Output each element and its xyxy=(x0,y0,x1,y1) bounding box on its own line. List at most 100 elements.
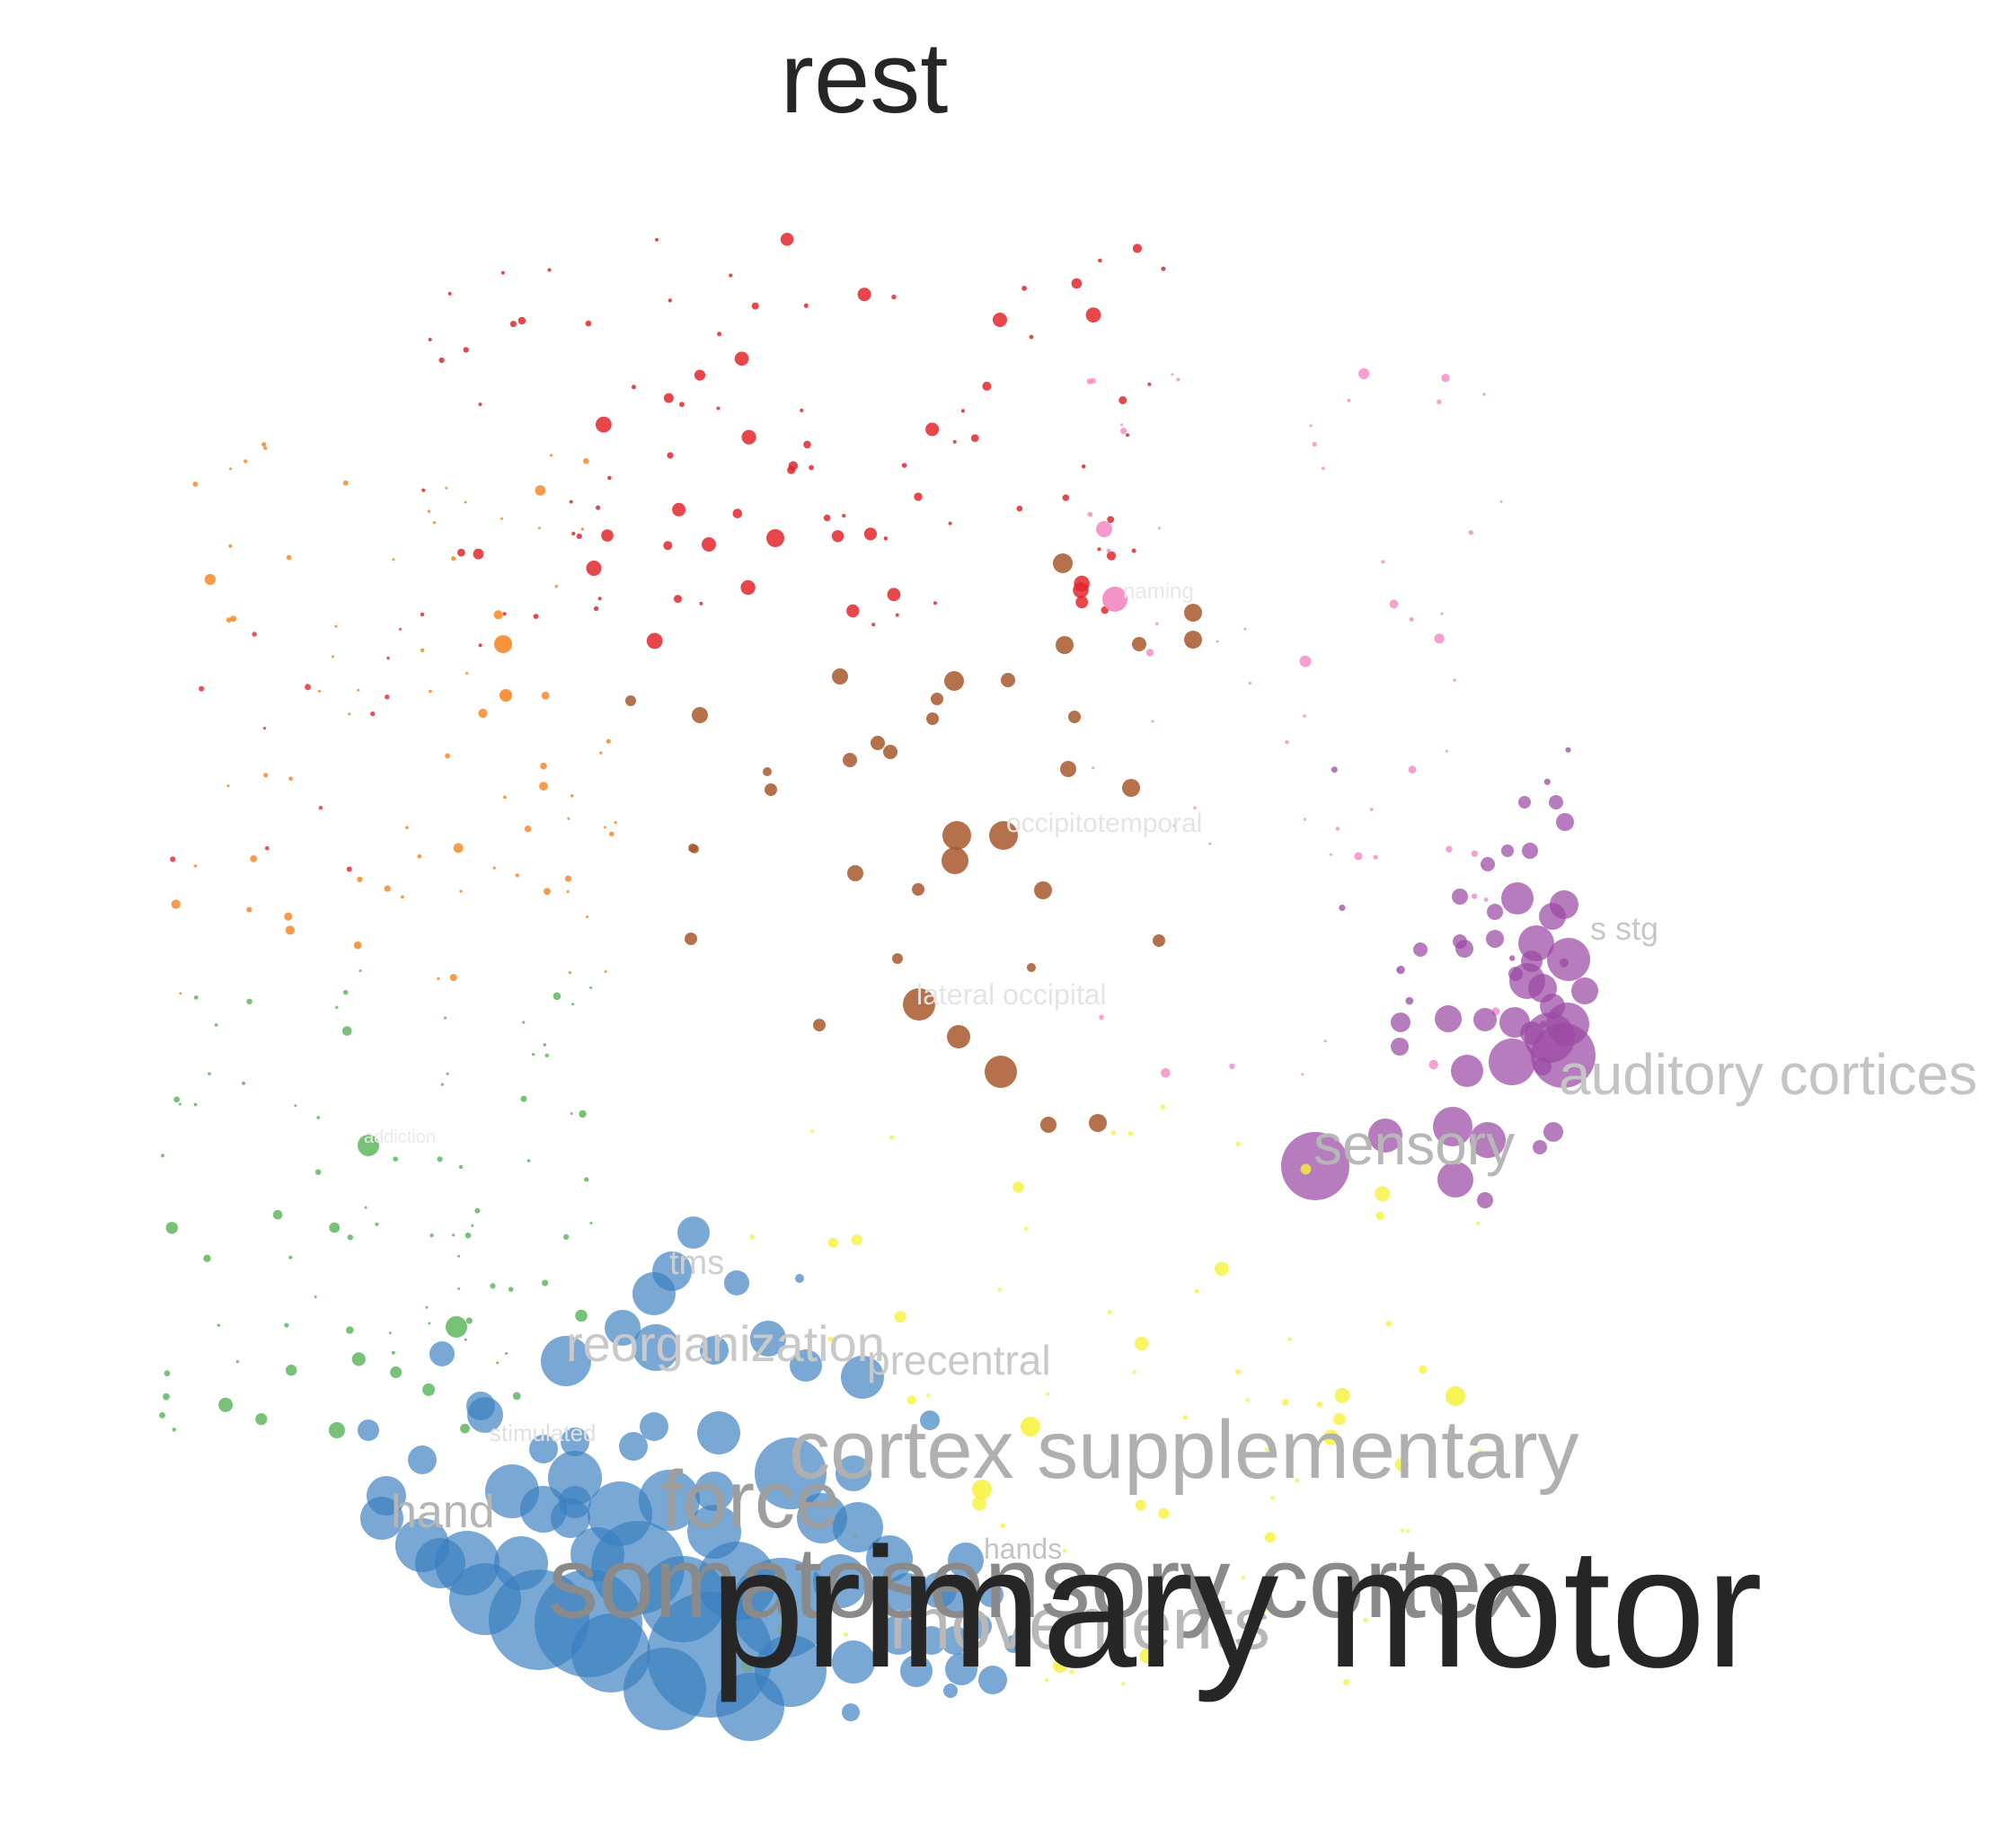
term-dot xyxy=(809,464,814,471)
term-dot xyxy=(1135,1499,1146,1511)
term-dot xyxy=(1381,560,1385,564)
term-dot xyxy=(1063,1549,1067,1553)
term-dot xyxy=(668,298,672,303)
term-dot xyxy=(261,442,267,447)
term-dot xyxy=(540,762,547,770)
term-dot xyxy=(508,1286,514,1292)
term-dot xyxy=(288,776,293,782)
term-dot xyxy=(1312,441,1317,447)
term-dot xyxy=(697,1411,740,1454)
term-dot xyxy=(1453,678,1456,682)
term-dot xyxy=(803,440,811,449)
term-dot xyxy=(993,313,1007,327)
term-dot xyxy=(1106,551,1117,561)
term-dot xyxy=(836,1455,871,1491)
term-dot xyxy=(500,517,503,520)
term-dot xyxy=(494,1536,548,1590)
term-dot xyxy=(314,1295,317,1298)
term-dot xyxy=(570,1112,573,1115)
term-dot xyxy=(429,1341,455,1366)
term-dot xyxy=(1477,1192,1493,1208)
term-dot xyxy=(1194,1288,1199,1294)
term-dot xyxy=(449,974,457,982)
term-dot xyxy=(1132,243,1142,253)
term-dot xyxy=(1184,604,1202,622)
term-dot xyxy=(440,1083,444,1086)
term-dot xyxy=(1446,749,1448,753)
term-dot xyxy=(906,1395,916,1405)
term-dot xyxy=(827,1336,834,1342)
term-dot xyxy=(1040,1117,1057,1133)
term-dot xyxy=(1339,904,1346,912)
term-dot xyxy=(1487,904,1503,920)
term-dot xyxy=(780,233,794,246)
term-dot xyxy=(357,876,363,883)
term-dot xyxy=(515,873,519,878)
term-dot xyxy=(464,1338,467,1341)
term-dot xyxy=(1437,399,1442,404)
term-dot xyxy=(1044,1678,1048,1683)
term-dot xyxy=(428,1322,431,1325)
term-dot xyxy=(1021,1417,1040,1437)
term-dot xyxy=(586,915,588,919)
term-dot xyxy=(458,1164,464,1170)
term-dot xyxy=(1053,1658,1067,1673)
term-dot xyxy=(1560,958,1569,968)
term-dot xyxy=(1235,1369,1241,1375)
term-dot xyxy=(1468,530,1473,535)
term-dot xyxy=(639,1470,700,1531)
term-dot xyxy=(942,821,971,850)
term-dot xyxy=(580,527,585,531)
term-dot xyxy=(1062,494,1070,501)
term-dot xyxy=(446,1316,467,1338)
term-dot xyxy=(286,1365,297,1376)
term-dot xyxy=(334,624,338,628)
term-dot xyxy=(465,671,469,675)
term-dot xyxy=(401,895,404,899)
label-lateral-occipital: lateral occipital xyxy=(916,978,1107,1011)
term-dot xyxy=(1520,1021,1543,1045)
term-dot xyxy=(1145,649,1154,657)
term-dot xyxy=(246,998,252,1005)
term-dot xyxy=(1106,548,1111,553)
label-sensory: sensory xyxy=(1313,1112,1515,1177)
term-dot xyxy=(841,1356,884,1399)
term-dot xyxy=(674,595,682,604)
term-dot xyxy=(1248,681,1251,685)
term-dot xyxy=(933,601,937,606)
term-dot xyxy=(393,1156,399,1162)
term-dot xyxy=(863,527,878,541)
term-dot xyxy=(1126,433,1129,438)
term-dot xyxy=(464,1232,472,1239)
term-dot xyxy=(465,1317,473,1324)
term-dot xyxy=(1027,963,1036,972)
term-dot xyxy=(1176,377,1180,382)
term-dot xyxy=(751,302,759,310)
term-dot xyxy=(866,1535,913,1582)
term-dot xyxy=(724,1270,749,1295)
term-dot xyxy=(193,864,198,868)
term-dot xyxy=(606,738,611,744)
term-dot xyxy=(1368,1118,1402,1153)
term-dot xyxy=(1396,965,1405,975)
term-dot xyxy=(729,273,733,278)
term-dot xyxy=(690,844,699,853)
term-dot xyxy=(444,1016,447,1020)
term-dot xyxy=(500,270,505,275)
term-dot xyxy=(604,970,607,973)
term-dot xyxy=(427,509,431,513)
term-dot xyxy=(537,526,541,530)
term-dot xyxy=(571,1003,575,1006)
term-dot xyxy=(263,446,268,450)
term-dot xyxy=(887,588,901,602)
term-dot xyxy=(452,1233,455,1237)
term-dot xyxy=(978,1666,1007,1694)
term-dot xyxy=(846,604,860,618)
term-dot xyxy=(1334,1387,1350,1403)
term-dot xyxy=(170,856,176,862)
term-dot xyxy=(926,712,939,725)
term-dot xyxy=(1023,1226,1028,1231)
term-dot xyxy=(813,1554,867,1608)
term-dot xyxy=(576,533,582,540)
term-dot xyxy=(512,1392,521,1401)
